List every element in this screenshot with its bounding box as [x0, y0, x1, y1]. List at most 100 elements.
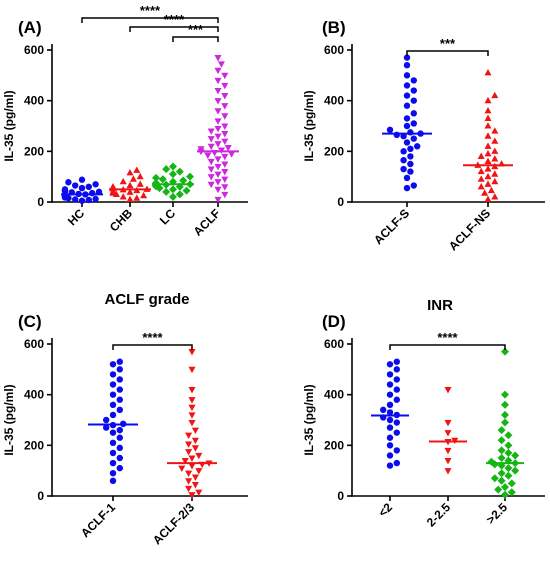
data-point — [188, 419, 196, 427]
data-point — [444, 419, 452, 427]
data-point — [162, 165, 171, 174]
data-point — [484, 157, 492, 165]
data-point — [109, 411, 117, 419]
data-point — [507, 488, 516, 497]
data-point — [136, 172, 144, 180]
data-point — [207, 136, 215, 143]
x-tick-label: ACLF — [191, 206, 224, 239]
series-ACLF-NS — [463, 68, 513, 203]
bracket-line — [389, 344, 506, 350]
data-point — [414, 143, 421, 150]
data-point — [400, 157, 407, 164]
data-point — [221, 161, 229, 168]
data-point — [386, 434, 394, 441]
data-point — [497, 476, 506, 485]
data-point — [221, 169, 229, 176]
data-point — [501, 490, 509, 499]
significance-bracket: **** — [81, 3, 219, 23]
data-point — [444, 387, 452, 394]
x-tick-label: ACLF-S — [371, 206, 412, 247]
data-point — [185, 432, 193, 440]
data-point — [380, 406, 387, 414]
data-point — [228, 151, 236, 158]
series-ACLF-2/3 — [167, 349, 217, 499]
series->2.5 — [486, 347, 524, 499]
x-tick-label: ACLF-NS — [446, 206, 493, 253]
data-point — [403, 139, 411, 146]
significance-bracket: *** — [406, 36, 489, 56]
data-point — [204, 152, 212, 159]
y-tick-label: 600 — [24, 43, 44, 57]
data-point — [494, 485, 503, 494]
y-tick-label: 600 — [324, 337, 344, 351]
data-point — [221, 123, 229, 130]
data-point — [214, 196, 222, 204]
data-point — [491, 193, 499, 200]
data-point — [407, 168, 414, 175]
x-tick-label: CHB — [107, 206, 136, 235]
panel-label: (D) — [322, 312, 346, 331]
y-tick-label: 400 — [24, 94, 44, 108]
data-point — [109, 371, 117, 378]
data-point — [501, 390, 509, 399]
data-point — [109, 401, 117, 408]
data-point — [214, 133, 222, 140]
bracket-line — [81, 17, 219, 23]
y-tick-label: 400 — [24, 388, 44, 402]
data-point — [393, 376, 400, 383]
data-point — [126, 169, 134, 176]
data-point — [501, 418, 509, 427]
data-point — [214, 179, 222, 186]
data-point — [78, 176, 86, 183]
data-point — [386, 371, 394, 378]
data-point — [403, 102, 411, 109]
data-point — [444, 447, 452, 455]
data-point — [501, 483, 509, 492]
data-point — [188, 349, 196, 356]
data-point — [185, 485, 193, 493]
data-point — [501, 400, 509, 409]
x-tick-label: 2-2.5 — [424, 500, 453, 529]
data-point — [497, 426, 506, 435]
data-point — [78, 184, 86, 192]
y-tick-label: 0 — [337, 489, 344, 503]
data-point — [491, 127, 499, 134]
data-point — [109, 429, 117, 436]
data-point — [119, 193, 127, 200]
data-point — [214, 67, 222, 75]
data-point — [484, 106, 492, 114]
data-point — [507, 479, 516, 488]
data-point — [484, 114, 492, 121]
data-point — [491, 137, 499, 144]
data-point — [191, 482, 199, 489]
data-point — [65, 179, 72, 186]
data-point — [444, 468, 452, 475]
data-point — [169, 170, 177, 179]
data-point — [393, 429, 400, 436]
data-point — [410, 135, 417, 142]
data-point — [103, 424, 110, 431]
data-point — [186, 172, 194, 181]
data-point — [78, 197, 86, 204]
data-point — [221, 131, 229, 138]
data-point — [511, 466, 520, 475]
x-tick-label: HC — [65, 206, 87, 228]
data-point — [400, 148, 407, 155]
data-point — [221, 93, 229, 100]
y-axis-label: IL-35 (pg/ml) — [2, 90, 16, 161]
data-point — [511, 451, 520, 460]
data-point — [221, 82, 229, 90]
data-point — [119, 177, 127, 185]
series-2-2.5 — [429, 387, 467, 475]
data-point — [504, 431, 513, 440]
data-point — [162, 187, 171, 196]
data-point — [188, 412, 196, 419]
data-point — [484, 172, 492, 180]
data-point — [386, 424, 394, 431]
data-point — [386, 401, 394, 408]
y-tick-label: 200 — [24, 144, 44, 158]
data-point — [214, 108, 222, 115]
bracket-line — [406, 50, 489, 56]
data-point — [116, 454, 124, 462]
